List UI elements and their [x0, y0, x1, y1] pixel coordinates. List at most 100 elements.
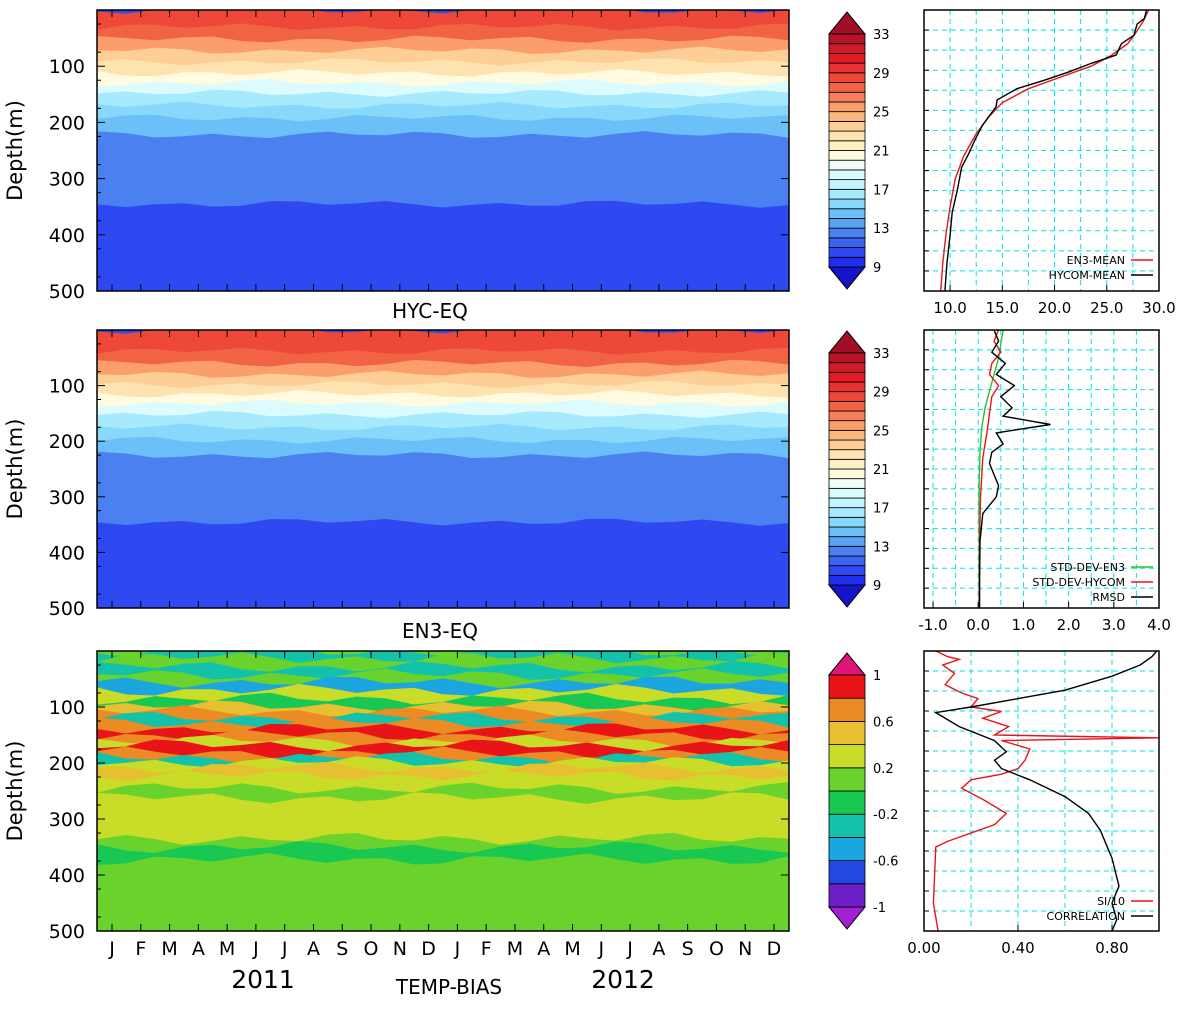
y-tick-label: 100 [49, 376, 85, 398]
colorbar-label: 1 [873, 669, 881, 684]
series-line [932, 651, 1159, 931]
contour-band [97, 370, 789, 389]
plot-area [97, 330, 789, 608]
year-label-2012: 2012 [591, 965, 655, 994]
en3-eq-section-plot: 100 200 300 400 500 Depth(m) [3, 329, 790, 620]
contour-band [97, 652, 789, 673]
colorbar-label: 13 [873, 540, 890, 555]
colorbar-cell [828, 487, 866, 499]
contour-band [97, 200, 789, 291]
contour-band [97, 723, 789, 742]
y-axis-label: Depth(m) [3, 741, 27, 842]
y-tick-label: 500 [49, 921, 85, 943]
colorbar-cell [828, 227, 866, 239]
y-tick-label: 400 [49, 542, 85, 564]
hyc-eq-colorbar: 33 29 25 21 17 13 9 [827, 11, 890, 290]
y-axis-label: Depth(m) [3, 419, 27, 520]
temp-bias-colorbar: 1 0.6 0.2 -0.2 -0.6 -1 [827, 652, 898, 930]
colorbar-cell [828, 82, 866, 93]
colorbar-cell [828, 468, 866, 480]
colorbar-cell [828, 860, 866, 885]
month-label: N [738, 938, 752, 960]
series-area [978, 330, 1051, 608]
month-label: J [454, 938, 461, 960]
colorbar-cell [828, 697, 866, 722]
colorbar-cell [828, 478, 866, 489]
colorbar-cell [828, 837, 866, 862]
y-axis-label: Depth(m) [3, 100, 27, 201]
colorbar-cell [828, 188, 866, 200]
month-label: A [652, 938, 665, 960]
colorbar-cell [828, 208, 866, 219]
contour-band [97, 728, 789, 748]
month-label: S [336, 938, 348, 960]
contour-band [97, 683, 789, 706]
si-correlation-profile-plot: 0.00 0.40 0.80 SI/10 CORRELATION [907, 650, 1160, 957]
colorbar-cell [828, 150, 866, 161]
y-tick-label: 500 [49, 281, 85, 303]
colorbar-cell [828, 130, 866, 142]
colorbar-cell [828, 140, 866, 151]
y-tick-label: 100 [49, 697, 85, 719]
y-tick-label: 300 [49, 169, 85, 191]
colorbar-cell [828, 43, 866, 54]
x-tick-label: 25.0 [1090, 299, 1123, 317]
month-label: J [281, 938, 288, 960]
legend-label: STD-DEV-HYCOM [1032, 576, 1125, 589]
colorbar-cell [828, 179, 866, 190]
legend-label: EN3-MEAN [1067, 254, 1125, 267]
colorbar-label: 33 [873, 28, 890, 43]
contour-band [97, 692, 789, 713]
colorbar-cell [828, 458, 866, 470]
colorbar-cell [828, 429, 866, 441]
contour-band [97, 330, 789, 356]
colorbar-cell [828, 53, 866, 64]
colorbar-cell [828, 33, 866, 45]
colorbar-cell [828, 256, 866, 268]
plot-frame [96, 329, 790, 609]
colorbar-cell [828, 237, 866, 248]
contour-band [97, 101, 789, 122]
colorbar-label: 21 [873, 145, 890, 160]
series-line [978, 330, 1051, 608]
contour-band [97, 10, 789, 31]
contour-band [97, 46, 789, 67]
colorbar-label: 25 [873, 106, 890, 121]
colorbar-label: 29 [873, 67, 890, 82]
y-tick-label: 200 [49, 753, 85, 775]
x-tick-label: -1.0 [918, 616, 947, 634]
colorbar-cell [828, 62, 866, 74]
colorbar-cell [828, 72, 866, 83]
plot-area [97, 651, 789, 931]
colorbar-label: 9 [873, 261, 881, 276]
colorbar-cell [828, 247, 866, 258]
temp-bias-title: TEMP-BIAS [395, 975, 502, 999]
plot-frame [96, 650, 790, 932]
colorbar-label: 17 [873, 502, 890, 517]
colorbar-cell [828, 420, 866, 431]
contour-band [97, 872, 789, 903]
month-label: M [161, 938, 177, 960]
colorbar-cell [828, 381, 866, 393]
colorbar-cell [828, 218, 866, 229]
colorbar-cell [828, 574, 866, 586]
colorbar-cell [828, 536, 866, 547]
contour-band [97, 58, 789, 77]
contour-band [97, 804, 789, 846]
y-tick-label: 300 [49, 809, 85, 831]
month-label: F [481, 938, 492, 960]
colorbar-cell [828, 674, 866, 699]
colorbar-label: 21 [873, 463, 890, 478]
series-line [940, 10, 1150, 291]
colorbar-label: 29 [873, 386, 890, 401]
colorbar-cell [828, 159, 866, 171]
month-label: J [252, 938, 259, 960]
contour-band [97, 918, 789, 931]
contour-band [97, 769, 789, 795]
month-label: J [597, 938, 604, 960]
colorbar-cell [828, 391, 866, 402]
month-label: M [564, 938, 580, 960]
colorbar-cell [828, 744, 866, 769]
